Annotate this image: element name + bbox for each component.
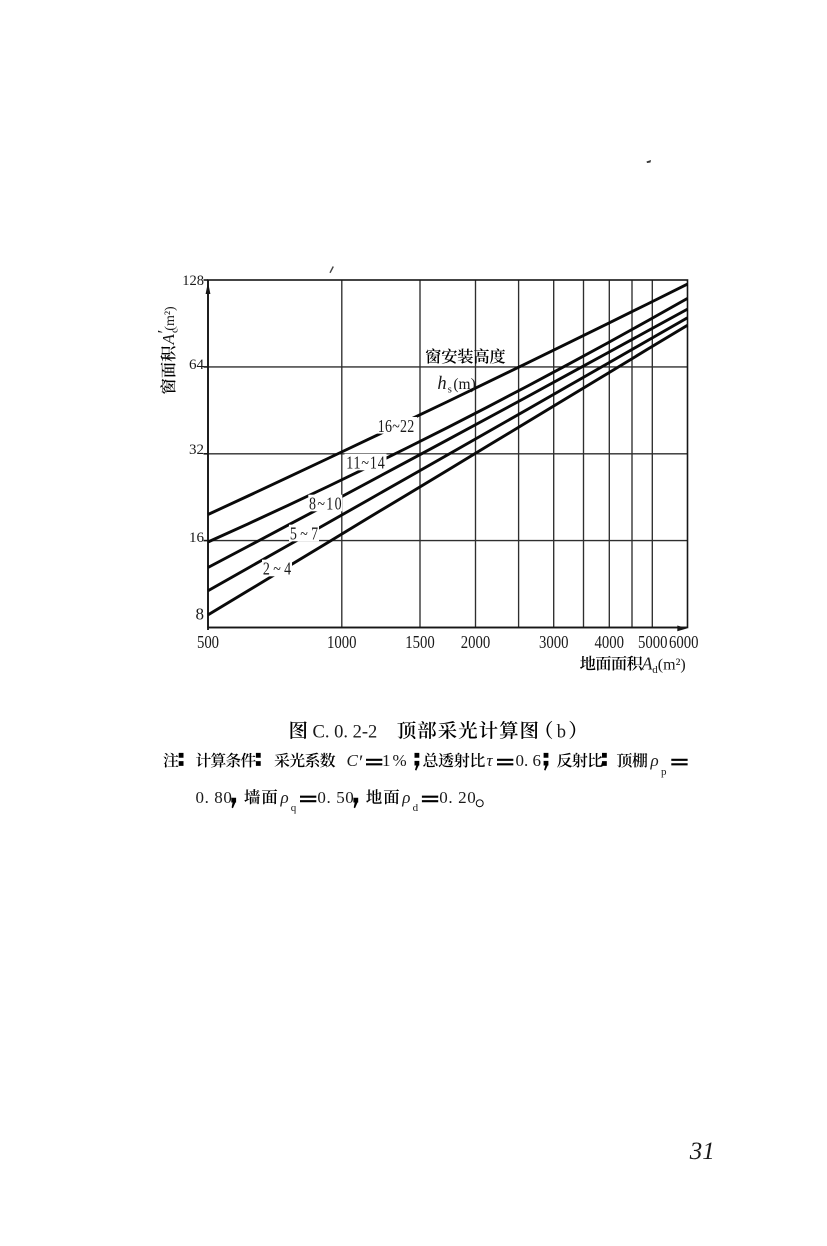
svg-text:A: A (641, 653, 653, 673)
svg-text:s: s (448, 385, 452, 396)
svg-text:q: q (291, 802, 297, 814)
svg-text:2~4: 2~4 (263, 560, 295, 579)
svg-text:128: 128 (182, 273, 204, 289)
svg-text:16: 16 (189, 530, 205, 546)
svg-text:1000: 1000 (327, 632, 356, 653)
svg-text:31: 31 (689, 1138, 715, 1165)
svg-text:4000: 4000 (595, 632, 624, 653)
svg-text:τ: τ (487, 751, 494, 770)
svg-text:0. 50: 0. 50 (317, 788, 354, 807)
svg-text:0. 20: 0. 20 (439, 788, 476, 807)
svg-text:3000: 3000 (539, 632, 568, 653)
svg-text:8: 8 (196, 605, 205, 624)
svg-text:32: 32 (189, 442, 204, 458)
svg-text:5~7: 5~7 (290, 525, 322, 544)
svg-text:d: d (652, 664, 658, 676)
svg-text:16~22: 16~22 (378, 417, 415, 436)
svg-text:11~14: 11~14 (346, 454, 385, 473)
svg-text:5000: 5000 (638, 632, 667, 653)
svg-text:C: C (347, 751, 359, 770)
svg-text:c: c (170, 328, 181, 333)
svg-text:0. 80: 0. 80 (196, 788, 233, 807)
svg-text:(m): (m) (453, 376, 475, 393)
svg-text:(m²): (m²) (658, 656, 686, 673)
svg-text:0. 6: 0. 6 (516, 751, 542, 770)
svg-text:C. 0. 2-2: C. 0. 2-2 (313, 722, 378, 742)
svg-text:64: 64 (189, 357, 205, 373)
svg-text:b: b (557, 722, 566, 742)
svg-text:ρ: ρ (401, 788, 410, 807)
svg-text:8~10: 8~10 (309, 495, 343, 514)
svg-text:ρ: ρ (650, 751, 659, 770)
svg-text:p: p (661, 766, 667, 778)
svg-text:h: h (437, 374, 446, 394)
svg-text:d: d (413, 802, 419, 814)
svg-text:′: ′ (154, 330, 174, 334)
svg-text:6000: 6000 (669, 632, 698, 653)
svg-text:(m²): (m²) (163, 306, 178, 331)
svg-text:1500: 1500 (405, 632, 434, 653)
svg-text:ρ: ρ (280, 788, 289, 807)
svg-text:A: A (159, 334, 178, 346)
svg-text:′: ′ (359, 752, 363, 774)
svg-text:2000: 2000 (461, 632, 490, 653)
svg-text:500: 500 (197, 632, 219, 653)
svg-text:1%: 1% (382, 751, 409, 770)
